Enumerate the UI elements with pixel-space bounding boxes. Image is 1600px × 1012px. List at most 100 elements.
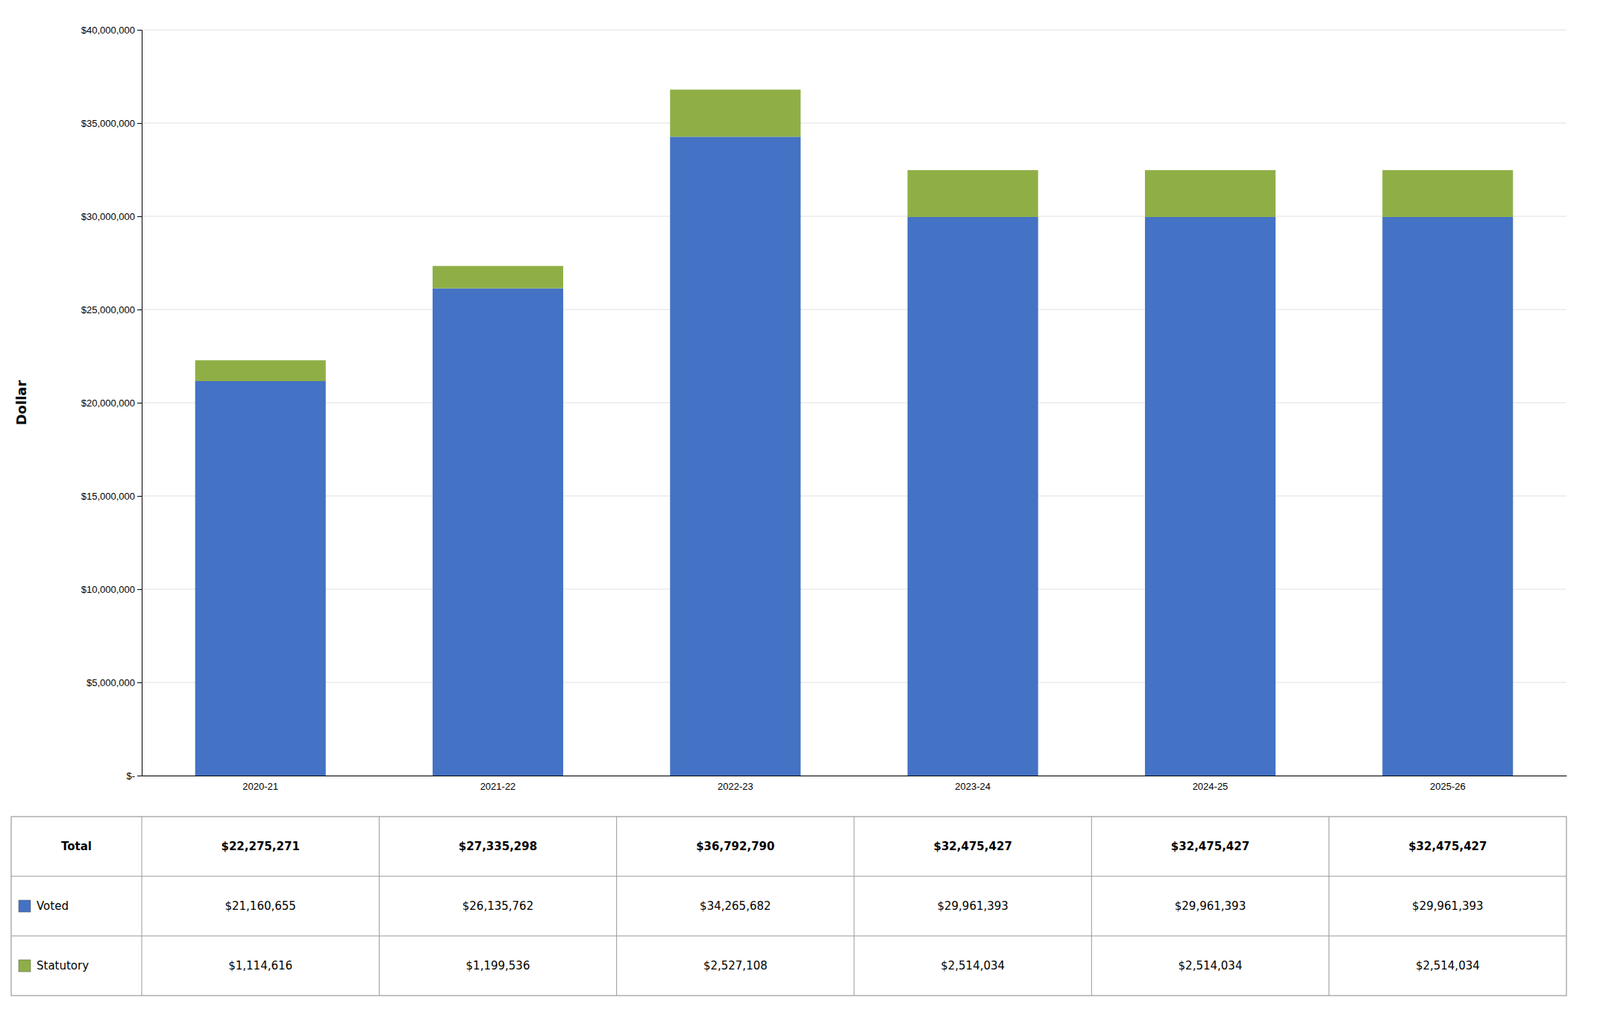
table-cell: $2,514,034 bbox=[940, 959, 1005, 973]
y-tick: $- bbox=[126, 770, 142, 782]
bar bbox=[907, 170, 1039, 218]
x-tick-label: 2024-25 bbox=[1192, 780, 1229, 793]
table-cell: $29,961,393 bbox=[1174, 899, 1246, 914]
bar bbox=[907, 217, 1039, 776]
bar bbox=[1144, 217, 1276, 776]
bars bbox=[195, 89, 1514, 776]
y-tick-mark bbox=[137, 775, 142, 777]
table-row-label: Voted bbox=[36, 899, 69, 914]
y-tick: $15,000,000 bbox=[81, 490, 142, 503]
table-cell: $34,265,682 bbox=[699, 899, 771, 914]
bar bbox=[195, 360, 326, 382]
table-cell: $2,514,034 bbox=[1415, 959, 1480, 973]
y-tick-label: $25,000,000 bbox=[81, 304, 136, 316]
y-tick-label: $15,000,000 bbox=[81, 490, 136, 503]
grid bbox=[141, 29, 1567, 776]
bar bbox=[1382, 170, 1513, 218]
table-cell: $29,961,393 bbox=[936, 899, 1008, 914]
bar bbox=[432, 288, 564, 776]
table-border bbox=[11, 816, 1567, 996]
y-tick-mark bbox=[137, 682, 142, 684]
y-tick: $20,000,000 bbox=[81, 397, 142, 409]
table-col-line bbox=[141, 816, 143, 996]
x-tick: 2020-21 bbox=[242, 775, 279, 793]
x-tick-label: 2022-23 bbox=[717, 780, 754, 793]
table-cell: $1,199,536 bbox=[466, 959, 531, 973]
y-tick-mark bbox=[137, 496, 142, 497]
table-col-line bbox=[854, 816, 855, 996]
table-cell: $36,792,790 bbox=[695, 839, 775, 854]
series-bars bbox=[195, 89, 1514, 382]
y-tick: $35,000,000 bbox=[81, 117, 142, 130]
table-cell: $22,275,271 bbox=[220, 839, 300, 854]
chart: $- $5,000,000 $10,000,000 $15,000,000 $20,00… bbox=[0, 0, 1600, 1012]
table-col-line bbox=[1328, 816, 1330, 996]
table-swatch bbox=[18, 900, 31, 913]
y-tick: $40,000,000 bbox=[81, 24, 142, 36]
x-tick: 2025-26 bbox=[1429, 775, 1466, 793]
table-cell: $32,475,427 bbox=[933, 839, 1012, 854]
grid-line bbox=[141, 29, 1567, 31]
grid-line bbox=[141, 496, 1567, 497]
table-row-label: Statutory bbox=[36, 959, 89, 973]
x-tick: 2021-22 bbox=[480, 775, 517, 793]
y-axis-title: Dollar bbox=[13, 380, 30, 426]
y-tick-mark bbox=[137, 309, 142, 311]
grid-line bbox=[141, 309, 1567, 311]
grid-line bbox=[141, 402, 1567, 404]
y-tick-label: $30,000,000 bbox=[81, 211, 136, 223]
y-tick-mark bbox=[137, 402, 142, 404]
table-row-line bbox=[11, 936, 1567, 937]
y-tick: $10,000,000 bbox=[81, 584, 142, 596]
table-swatch bbox=[18, 960, 31, 972]
grid-line bbox=[141, 216, 1567, 218]
y-tick-label: $5,000,000 bbox=[86, 677, 136, 689]
table-col-line bbox=[616, 816, 617, 996]
x-tick: 2023-24 bbox=[954, 775, 991, 793]
x-axis: 2020-21 2021-22 2022-23 2023-24 2024-25 2025-… bbox=[142, 775, 1568, 793]
bar bbox=[669, 136, 801, 776]
y-tick-label: $- bbox=[126, 770, 136, 782]
x-tick-label: 2025-26 bbox=[1429, 780, 1466, 793]
grid-line bbox=[141, 123, 1567, 124]
x-tick-label: 2021-22 bbox=[480, 780, 517, 793]
bar bbox=[195, 381, 326, 776]
x-tick-label: 2020-21 bbox=[242, 780, 279, 793]
table-cell: $26,135,762 bbox=[462, 899, 534, 914]
table-row-label: Total bbox=[61, 839, 92, 854]
table: Total $22,275,271 $27,335,298 $36,792,790 $3… bbox=[11, 816, 1567, 996]
table-cell: $2,527,108 bbox=[703, 959, 768, 973]
table-cell: $27,335,298 bbox=[458, 839, 538, 854]
table-cell: $21,160,655 bbox=[224, 899, 296, 914]
y-axis-line bbox=[137, 30, 143, 777]
y-tick-mark bbox=[137, 216, 142, 218]
y-tick: $5,000,000 bbox=[86, 677, 142, 689]
table-cell: $1,114,616 bbox=[228, 959, 293, 973]
y-tick-label: $20,000,000 bbox=[81, 397, 136, 409]
bar bbox=[1144, 170, 1276, 218]
y-tick-label: $40,000,000 bbox=[81, 24, 136, 36]
table-col-line bbox=[378, 816, 380, 996]
y-axis: $- $5,000,000 $10,000,000 $15,000,000 $20,00… bbox=[81, 24, 143, 782]
table-cell: $32,475,427 bbox=[1408, 839, 1487, 854]
y-tick-mark bbox=[137, 29, 142, 31]
x-axis-line bbox=[142, 775, 1568, 777]
y-tick-mark bbox=[137, 123, 142, 124]
table-cell: $2,514,034 bbox=[1178, 959, 1243, 973]
grid-line bbox=[141, 682, 1567, 684]
series-bars bbox=[195, 136, 1514, 776]
x-tick: 2024-25 bbox=[1192, 775, 1229, 793]
bar bbox=[432, 266, 564, 289]
x-tick-label: 2023-24 bbox=[954, 780, 991, 793]
table-row-line bbox=[11, 876, 1567, 878]
y-tick-label: $35,000,000 bbox=[81, 117, 136, 130]
y-tick-mark bbox=[137, 589, 142, 591]
y-tick: $25,000,000 bbox=[81, 304, 142, 316]
table-cell: $29,961,393 bbox=[1412, 899, 1483, 914]
table-col-line bbox=[1091, 816, 1093, 996]
table-cell: $32,475,427 bbox=[1171, 839, 1250, 854]
y-tick: $30,000,000 bbox=[81, 211, 142, 223]
y-tick-label: $10,000,000 bbox=[81, 584, 136, 596]
bar bbox=[1382, 217, 1513, 776]
grid-line bbox=[141, 775, 1567, 777]
